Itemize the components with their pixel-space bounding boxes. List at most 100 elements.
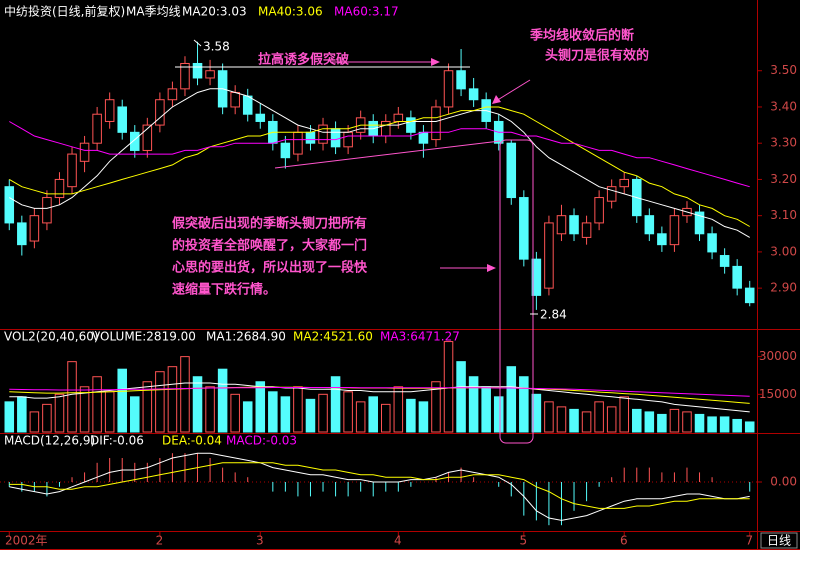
candle-body bbox=[456, 70, 466, 90]
volume-bar bbox=[644, 411, 655, 433]
volume-bar bbox=[493, 396, 504, 433]
volume-bar bbox=[230, 393, 240, 433]
volume-bar bbox=[318, 393, 328, 433]
candle-body bbox=[506, 142, 517, 199]
volume-bar bbox=[167, 366, 178, 433]
line-series bbox=[9, 452, 750, 521]
highlight-box bbox=[499, 139, 534, 444]
candle-body bbox=[29, 215, 40, 242]
legend-entry: MA60:3.17 bbox=[334, 5, 399, 19]
candle-body bbox=[343, 131, 353, 148]
candle-body bbox=[406, 117, 416, 133]
volume-bar bbox=[29, 411, 40, 433]
legend-entry: MA1:2684.90 bbox=[206, 330, 286, 344]
volume-title: VOL2(20,40,60) bbox=[4, 330, 99, 344]
volume-bar bbox=[255, 381, 266, 433]
candle-body bbox=[117, 106, 127, 133]
macd-title: MACD(12,26,9) bbox=[4, 434, 95, 448]
candle-body bbox=[167, 88, 178, 101]
volume-bar bbox=[393, 386, 404, 433]
volume-bar bbox=[330, 376, 341, 433]
candle-body bbox=[707, 233, 717, 253]
volume-bar bbox=[242, 401, 253, 433]
candle-body bbox=[155, 99, 165, 126]
line-series bbox=[9, 382, 750, 413]
candle-body bbox=[180, 62, 190, 90]
volume-bar bbox=[104, 391, 115, 433]
candle-body bbox=[669, 215, 680, 246]
arrow-head bbox=[431, 58, 440, 66]
volume-bar bbox=[79, 386, 90, 433]
x-tick-label: 2002年 bbox=[5, 534, 48, 548]
candle-body bbox=[393, 113, 404, 122]
indicator-name: MA季均线 bbox=[126, 5, 181, 19]
volume-bar bbox=[657, 413, 667, 433]
line-series bbox=[9, 387, 750, 397]
volume-bar bbox=[205, 386, 215, 433]
candle-body bbox=[104, 99, 115, 122]
legend-entry: DIF:-0.06 bbox=[90, 434, 144, 448]
volume-bar bbox=[67, 361, 77, 433]
volume-bar bbox=[54, 393, 65, 433]
candle-body bbox=[54, 178, 65, 199]
candle-body bbox=[531, 258, 542, 296]
leader-line bbox=[193, 39, 202, 47]
candle-body bbox=[381, 120, 391, 137]
period-label: 日线 bbox=[767, 534, 791, 548]
note: 的投资者全部唤醒了，大家都一门 bbox=[172, 238, 367, 254]
arrow-head bbox=[492, 95, 501, 104]
y-tick-label: 15000 bbox=[759, 387, 797, 401]
line-series bbox=[9, 462, 750, 509]
volume-bar bbox=[632, 408, 642, 433]
volume-bar bbox=[732, 418, 742, 433]
candle-body bbox=[619, 178, 629, 188]
candle-body bbox=[230, 91, 240, 108]
volume-bar bbox=[117, 368, 127, 433]
y-tick-label: 3.50 bbox=[770, 63, 797, 77]
note: 头铡刀是很有效的 bbox=[545, 48, 649, 64]
y-tick-label: 3.20 bbox=[770, 172, 797, 186]
candle-body bbox=[657, 233, 667, 246]
y-tick-label: 3.00 bbox=[770, 244, 797, 258]
volume-bar bbox=[381, 403, 391, 433]
volume-bar bbox=[130, 396, 140, 433]
volume-bar bbox=[431, 381, 441, 433]
x-tick-label: 2 bbox=[156, 534, 164, 548]
support-line bbox=[274, 140, 501, 169]
background bbox=[0, 0, 800, 550]
volume-bar bbox=[694, 413, 705, 433]
candle-body bbox=[4, 186, 15, 224]
candle-body bbox=[594, 197, 604, 224]
y-tick-label: 3.40 bbox=[770, 99, 797, 113]
volume-bar bbox=[556, 406, 567, 433]
candle-body bbox=[732, 265, 742, 289]
legend-entry: MA3:6471.27 bbox=[380, 330, 460, 344]
candle-body bbox=[242, 95, 253, 115]
candle-body bbox=[644, 215, 655, 235]
line-series bbox=[9, 106, 750, 227]
y-tick-label: 3.30 bbox=[770, 136, 797, 150]
candle-body bbox=[719, 255, 730, 267]
volume-bar bbox=[481, 386, 491, 433]
volume-bar bbox=[355, 401, 366, 433]
candle-body bbox=[192, 62, 203, 79]
legend-entry: MA20:3.03 bbox=[182, 5, 247, 19]
candle-body bbox=[544, 222, 554, 289]
arrow-line bbox=[495, 79, 531, 102]
volume-bar bbox=[581, 411, 592, 433]
volume-bar bbox=[443, 341, 454, 433]
volume-bar bbox=[268, 391, 278, 433]
legend-entry: MACD:-0.03 bbox=[226, 434, 297, 448]
candle-body bbox=[305, 131, 316, 144]
volume-bar bbox=[192, 376, 203, 433]
candle-body bbox=[330, 128, 341, 148]
period-box bbox=[760, 532, 798, 549]
low-label: 2.84 bbox=[540, 308, 567, 322]
volume-bar bbox=[406, 398, 416, 433]
candle-body bbox=[418, 131, 429, 144]
candle-body bbox=[92, 113, 102, 144]
candle-body bbox=[606, 186, 617, 202]
note: 假突破后出现的季断头铡刀把所有 bbox=[172, 216, 367, 232]
